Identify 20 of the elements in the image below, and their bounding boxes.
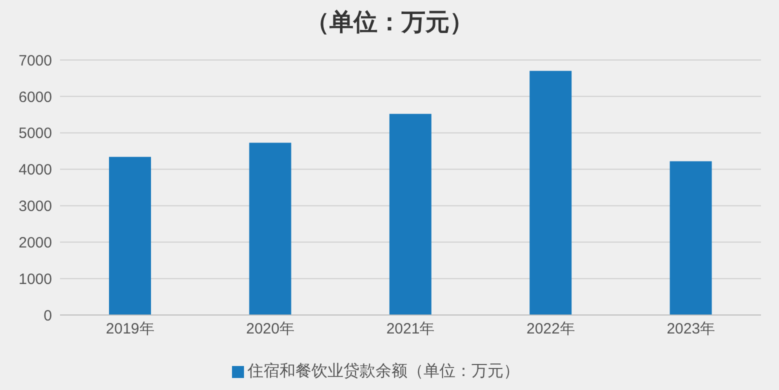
- bar: [249, 142, 292, 315]
- bar: [670, 161, 712, 315]
- x-tick-label: 2021年: [386, 320, 435, 338]
- legend-label: 住宿和餐饮业贷款余额（单位：万元）: [248, 363, 520, 380]
- x-tick-label: 2020年: [246, 320, 294, 338]
- bar: [389, 114, 432, 315]
- y-tick-label: 6000: [18, 88, 52, 106]
- y-tick-label: 4000: [18, 162, 52, 179]
- bar: [109, 156, 151, 315]
- x-tick-label: 2022年: [526, 320, 575, 338]
- chart-title: （单位：万元）: [304, 6, 474, 38]
- bar: [530, 70, 572, 315]
- y-tick-label: 0: [44, 307, 52, 324]
- y-tick-label: 7000: [18, 52, 52, 70]
- x-tick-label: 2019年: [106, 320, 154, 338]
- y-tick-label: 5000: [18, 125, 52, 142]
- y-tick-label: 2000: [18, 234, 52, 252]
- y-tick-label: 3000: [18, 198, 52, 216]
- x-tick-label: 2023年: [666, 320, 716, 338]
- y-tick-label: 1000: [18, 270, 52, 288]
